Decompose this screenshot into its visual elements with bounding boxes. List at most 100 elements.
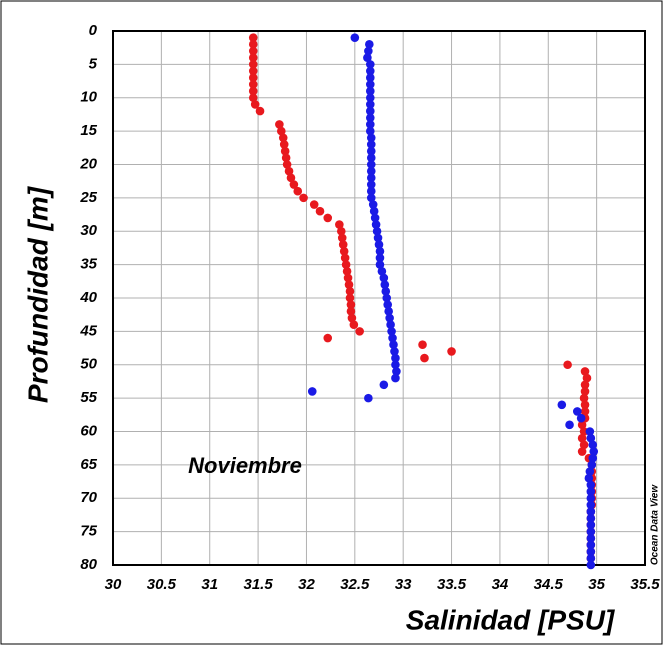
point — [366, 140, 376, 149]
y-tick-label: 15 — [80, 122, 97, 139]
point — [248, 40, 258, 49]
point — [349, 320, 359, 330]
point — [375, 253, 385, 263]
point — [366, 153, 376, 163]
point — [390, 347, 399, 356]
point — [364, 46, 373, 56]
point — [315, 206, 325, 216]
point — [365, 60, 375, 69]
plot-area — [112, 30, 646, 566]
point — [365, 86, 375, 96]
point — [589, 447, 599, 456]
point — [577, 433, 587, 443]
point — [343, 273, 353, 283]
point — [323, 333, 333, 343]
point — [366, 186, 376, 196]
point — [346, 300, 356, 309]
point — [586, 500, 596, 510]
point — [580, 407, 590, 416]
point — [284, 166, 294, 176]
x-tick-label: 31.5 — [243, 576, 273, 593]
point — [580, 367, 590, 376]
x-tick-label: 33 — [395, 576, 412, 593]
point — [586, 507, 596, 516]
point — [365, 113, 375, 123]
y-tick-label: 60 — [80, 422, 97, 439]
point — [372, 226, 382, 236]
point — [346, 307, 356, 316]
point — [248, 53, 258, 62]
x-tick-label: 35.5 — [630, 576, 660, 593]
point — [335, 220, 344, 229]
point — [369, 206, 379, 216]
point — [299, 193, 308, 203]
x-tick-label: 30.5 — [147, 576, 177, 593]
point — [368, 200, 378, 209]
x-tick-label: 35 — [588, 576, 605, 593]
point — [255, 106, 265, 116]
point — [576, 413, 586, 423]
point — [577, 447, 587, 456]
point — [557, 400, 567, 410]
point — [577, 420, 587, 430]
point — [342, 267, 352, 276]
point — [392, 367, 401, 376]
point — [277, 126, 286, 136]
point — [387, 327, 396, 336]
y-tick-label: 5 — [89, 55, 98, 72]
point — [280, 146, 290, 156]
point — [586, 493, 596, 503]
point — [366, 160, 376, 169]
point — [565, 420, 574, 430]
point — [584, 473, 594, 483]
point — [374, 240, 384, 249]
point — [307, 387, 317, 396]
point — [248, 46, 258, 56]
point — [384, 307, 393, 316]
point — [586, 540, 596, 550]
point — [250, 100, 260, 109]
point — [366, 146, 376, 156]
point — [340, 253, 350, 263]
point — [248, 66, 258, 76]
point — [293, 186, 303, 196]
y-tick-label: 0 — [89, 22, 98, 39]
point — [370, 213, 380, 223]
point — [579, 393, 589, 403]
point — [278, 133, 288, 143]
x-tick-label: 32.5 — [340, 576, 370, 593]
y-tick-label: 10 — [80, 89, 97, 106]
point — [379, 380, 389, 390]
point — [377, 267, 387, 276]
x-axis-label: Salinidad [PSU] — [406, 604, 616, 635]
point — [363, 53, 372, 62]
point — [347, 313, 357, 323]
point — [366, 173, 376, 183]
point — [248, 60, 258, 69]
point — [375, 246, 385, 256]
point — [323, 213, 333, 223]
point — [337, 233, 347, 243]
point — [365, 120, 375, 129]
point — [585, 467, 595, 476]
point — [418, 340, 427, 350]
point — [248, 93, 258, 103]
point — [281, 153, 291, 163]
point — [586, 433, 596, 443]
point — [391, 360, 400, 370]
point — [365, 80, 375, 89]
point — [279, 140, 289, 149]
point — [582, 373, 592, 383]
point — [386, 320, 395, 330]
point — [366, 180, 376, 189]
point — [389, 340, 398, 350]
x-tick-label: 32 — [298, 576, 315, 593]
point — [391, 373, 400, 383]
x-tick-label: 30 — [105, 576, 122, 593]
point — [586, 560, 596, 570]
y-tick-label: 55 — [80, 389, 97, 406]
y-tick-label: 75 — [80, 523, 97, 540]
point — [447, 347, 456, 356]
point — [282, 160, 292, 169]
y-tick-label: 45 — [79, 322, 97, 339]
